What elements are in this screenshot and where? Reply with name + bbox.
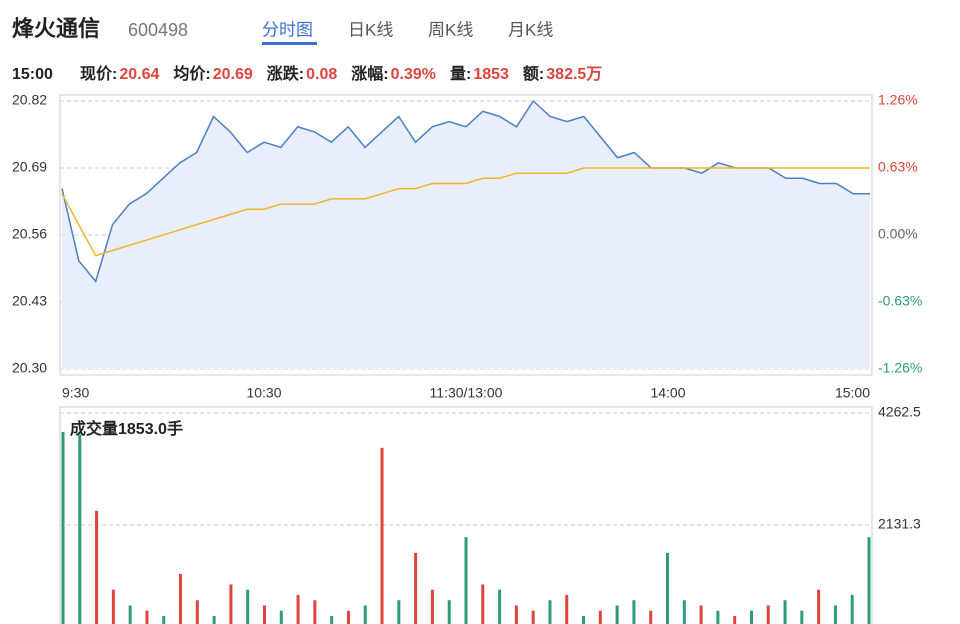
tab[interactable]: 日K线 xyxy=(348,20,393,39)
volume-bar xyxy=(598,610,602,624)
volume-bar xyxy=(783,600,787,624)
volume-bar xyxy=(229,584,233,624)
volume-tick-label: 2131.3 xyxy=(878,516,921,532)
volume-bar xyxy=(548,600,552,624)
volume-bar xyxy=(817,589,821,624)
y-tick-label: 20.82 xyxy=(12,92,47,108)
y2-tick-label: 1.26% xyxy=(878,92,918,108)
volume-bar xyxy=(346,610,350,624)
volume-bar xyxy=(582,615,586,624)
y-tick-label: 20.69 xyxy=(12,159,47,175)
volume-bar xyxy=(733,615,737,624)
quote-value: 0.39% xyxy=(391,66,436,83)
volume-bar xyxy=(498,589,502,624)
volume-bar xyxy=(279,610,283,624)
x-tick-label: 11:30/13:00 xyxy=(430,385,503,401)
volume-bar xyxy=(833,605,837,624)
volume-bar xyxy=(514,605,518,624)
quote-label: 量: xyxy=(450,65,471,83)
volume-bar xyxy=(397,600,401,624)
volume-bar xyxy=(330,615,334,624)
series-line xyxy=(61,167,870,257)
quote-time: 15:00 xyxy=(12,66,53,83)
volume-bar xyxy=(95,510,99,624)
volume-bar xyxy=(296,594,300,624)
quote-value: 1853 xyxy=(473,66,509,83)
volume-bar xyxy=(464,537,468,624)
quote-value: 0.08 xyxy=(306,66,337,83)
tab-underline xyxy=(262,42,317,45)
volume-bar xyxy=(632,600,636,624)
quote-label: 现价: xyxy=(80,65,117,83)
volume-bar xyxy=(447,600,451,624)
x-tick-label: 14:00 xyxy=(650,385,685,401)
volume-bar xyxy=(246,589,250,624)
volume-bar xyxy=(749,610,753,624)
y2-tick-label: 0.63% xyxy=(878,159,918,175)
volume-bar xyxy=(682,600,686,624)
volume-bar xyxy=(766,605,770,624)
volume-bar xyxy=(195,600,199,624)
volume-bar xyxy=(263,605,266,624)
volume-bar xyxy=(145,610,149,624)
quote-label: 涨跌: xyxy=(267,64,304,83)
volume-bar xyxy=(111,589,115,624)
quote-label: 额: xyxy=(523,64,544,83)
volume-tick-label: 4262.5 xyxy=(878,404,921,420)
volume-bar xyxy=(212,615,216,624)
stock-code: 600498 xyxy=(128,20,188,40)
volume-bar xyxy=(716,610,720,624)
volume-bar xyxy=(531,610,535,624)
volume-bar xyxy=(800,610,804,624)
y-tick-label: 20.30 xyxy=(12,360,47,376)
volume-bar xyxy=(565,594,569,624)
quote-value: 382.5万 xyxy=(546,66,602,83)
x-tick-label: 9:30 xyxy=(62,385,89,401)
x-tick-label: 10:30 xyxy=(246,385,281,401)
volume-bar xyxy=(78,434,82,624)
volume-bar xyxy=(481,584,485,624)
volume-bar xyxy=(179,573,183,624)
volume-bar xyxy=(380,447,384,624)
x-tick-label: 15:00 xyxy=(835,385,870,401)
volume-bar xyxy=(128,605,132,624)
y-tick-label: 20.43 xyxy=(12,293,47,309)
volume-frame xyxy=(59,406,873,624)
y2-tick-label: -1.26% xyxy=(878,360,922,376)
volume-bar xyxy=(363,605,367,624)
y2-tick-label: 0.00% xyxy=(878,226,918,242)
volume-title: 成交量1853.0手 xyxy=(70,419,183,438)
tab[interactable]: 月K线 xyxy=(508,20,553,39)
quote-value: 20.69 xyxy=(213,66,253,83)
volume-bar xyxy=(430,589,434,624)
quote-value: 20.64 xyxy=(119,66,159,83)
volume-bar xyxy=(649,610,653,624)
quote-label: 涨幅: xyxy=(351,64,388,83)
volume-bar xyxy=(61,432,65,624)
volume-bar xyxy=(867,537,871,624)
tab[interactable]: 分时图 xyxy=(262,20,313,39)
quote-label: 均价: xyxy=(173,64,210,83)
tab[interactable]: 周K线 xyxy=(428,20,473,39)
volume-bar xyxy=(850,594,854,624)
volume-bar xyxy=(414,552,418,624)
price-area xyxy=(62,101,870,369)
volume-bar xyxy=(615,605,619,624)
stock-name: 烽火通信 xyxy=(12,16,100,41)
y2-tick-label: -0.63% xyxy=(878,293,922,309)
volume-bar xyxy=(162,615,166,624)
volume-bar xyxy=(666,552,669,624)
volume-bar xyxy=(699,605,703,624)
volume-bar xyxy=(313,600,317,624)
y-tick-label: 20.56 xyxy=(12,226,47,242)
